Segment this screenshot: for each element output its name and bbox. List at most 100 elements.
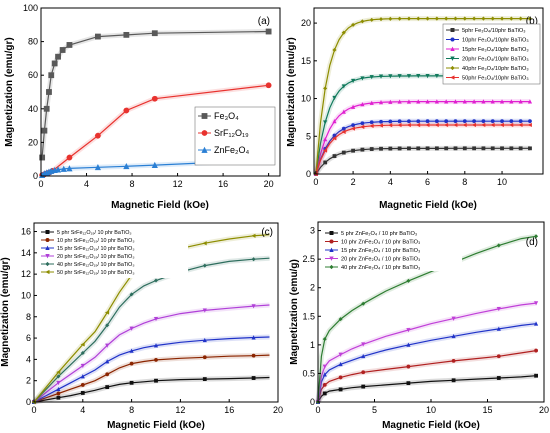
panel-d-x-tick-label-3: 15 <box>482 405 492 415</box>
panel-a-series-0-point-0 <box>39 154 46 161</box>
panel-b-series-2-point-26 <box>434 99 439 104</box>
panel-c-series-0-point-2 <box>56 395 61 400</box>
panel-c-series-2-point-2 <box>56 386 61 392</box>
panel-a-y-tick-label-0: 0 <box>33 171 38 181</box>
panel-c-series-2-point-6 <box>105 359 110 364</box>
panel-b-series-0-point-18 <box>397 146 402 151</box>
panel-b-label: (b) <box>526 16 538 27</box>
panel-d-series-4-point-8 <box>406 278 411 283</box>
panel-d-legend-label-1: 10 phr ZnFe₂O₄ / 10 phr BaTiO₃ <box>341 239 420 245</box>
panel-c-series-3-point-10 <box>153 316 159 322</box>
panel-b-series-5-point-2 <box>322 148 328 153</box>
panel-c-legend: 5 phr SrFe₁₂O₁₉/ 10 phr BaTiO₃ 10 phr SrF… <box>38 226 188 278</box>
panel-b-series-3-point-6 <box>341 84 346 89</box>
panel-a-series-0-point-8 <box>66 42 73 48</box>
panel-b-series-2-point-40 <box>499 99 505 104</box>
panel-b-series-0-point-8 <box>351 148 355 153</box>
panel-b-series-0-point-44 <box>518 146 523 151</box>
panel-b-series-2-point-4 <box>332 119 337 124</box>
panel-d-series-1-point-12 <box>496 354 501 359</box>
panel-c-x-tick-label-0: 0 <box>31 405 36 415</box>
panel-b-series-2-point-18 <box>397 99 402 104</box>
panel-a-series-0-point-12 <box>265 28 272 35</box>
panel-a-series-2-point-6 <box>54 166 62 173</box>
panel-d-series-3-point-14 <box>534 301 539 306</box>
panel-a-series-0-point-5 <box>51 60 58 67</box>
panel-b-series-0-point-10 <box>360 147 365 152</box>
panel-b-series-5-point-14 <box>378 123 383 128</box>
panel-b-series-5-point-4 <box>332 136 337 141</box>
panel-b-series-4-point-38 <box>490 16 495 21</box>
panel-b-series-2-point-34 <box>472 99 477 104</box>
panel-d-series-1-point-4 <box>338 375 343 380</box>
panel-d-x-tick-label-0: 0 <box>315 405 320 415</box>
panel-b-series-1-point-24 <box>425 119 430 124</box>
panel-c-series-1-point-8 <box>129 361 134 366</box>
panel-b-y-tick-label-2: 10 <box>301 94 311 104</box>
panel-c-series-3-point-14 <box>251 304 256 309</box>
panel-b-x-axis-label: Magnetic Field (kOe) <box>379 200 477 211</box>
panel-c-series-4-line <box>33 257 270 403</box>
panel-d-legend-label-4: 40 phr ZnFe₂O₄ / 10 phr BaTiO₃ <box>341 265 420 271</box>
panel-b-y-tick-label-0: 0 <box>306 169 311 179</box>
panel-c-legend-label-1: 10 phr SrFe₁₂O₁₉/ 10 phr BaTiO₃ <box>57 238 135 244</box>
panel-d-legend-marker-4 <box>329 264 334 270</box>
panel-b-series-1-point-46 <box>528 119 532 124</box>
panel-a-y-tick-label-3: 60 <box>28 70 38 80</box>
panel-d-legend: 5 phr ZnFe₂O₄ / 10 phr BaTiO₃ 10 phr ZnFe… <box>322 227 462 271</box>
panel-b-series-4-point-6 <box>341 30 346 35</box>
panel-d-series-0-point-14 <box>534 373 538 378</box>
panel-a-series-0-point-4 <box>48 72 55 79</box>
panel-b-series-2-line <box>315 101 530 175</box>
panel-d-series-2-point-6 <box>361 354 366 359</box>
panel-c-legend-label-4: 40 phr SrFe₁₂O₁₉/ 10 phr BaTiO₃ <box>57 262 135 268</box>
panel-c-series-2-point-14 <box>251 335 256 340</box>
panel-b-series-0-point-36 <box>481 146 486 151</box>
panel-c-series-2-point-10 <box>153 343 159 348</box>
panel-d-series-1-point-2 <box>322 382 327 387</box>
panel-b-series-5-point-18 <box>397 123 402 128</box>
panel-c-y-tick-label-7: 14 <box>21 248 31 258</box>
panel-b-frame <box>313 7 544 175</box>
panel-c-x-tick-label-1: 4 <box>80 405 85 415</box>
panel-a-series-0-point-11 <box>151 30 158 37</box>
panel-d-label: (d) <box>526 237 538 248</box>
panel-b-series-0-point-26 <box>434 146 439 151</box>
panel-a-x-tick-label-4: 16 <box>218 179 228 189</box>
panel-d-series-2-line <box>317 323 537 403</box>
panel-d-series-1-point-14 <box>534 348 538 353</box>
panel-b-y-axis-label: Magnetization (emu/gr) <box>286 37 297 146</box>
panel-d-series-3-point-10 <box>451 316 456 321</box>
panel-c-x-tick-label-4: 16 <box>224 405 234 415</box>
panel-b-y-tick-label-4: 20 <box>301 18 311 28</box>
panel-c-series-0-point-4 <box>80 391 85 395</box>
panel-b-series-5-point-10 <box>360 124 365 129</box>
panel-a-x-axis-label: Magnetic Field (kOe) <box>111 200 209 211</box>
panel-c-series-1-line <box>33 354 270 403</box>
panel-a-legend-box <box>194 106 276 166</box>
panel-a-marks <box>39 28 272 179</box>
panel-b-series-2-point-44 <box>518 99 523 104</box>
panel-d-series-1-point-8 <box>406 364 411 369</box>
panel-c-series-3-point-4 <box>80 363 85 369</box>
panel-a-x-tick-label-2: 8 <box>130 179 135 189</box>
panel-b-x-tick-label-5: 10 <box>497 177 507 187</box>
panel-d-series-4-line <box>317 235 537 403</box>
panel-b-series-0-point-24 <box>425 146 430 151</box>
panel-b-series-1-point-28 <box>444 119 449 124</box>
panel-b-series-4-point-12 <box>369 17 374 22</box>
panel-b-series-1-point-8 <box>351 123 355 128</box>
panel-d-y-tick-label-3: 1.5 <box>302 311 315 321</box>
panel-c-series-4-point-8 <box>129 292 134 297</box>
panel-b-series-4-point-10 <box>360 19 365 24</box>
panel-c-legend-marker-1 <box>45 238 50 243</box>
panel-a-series-2-point-8 <box>66 165 73 172</box>
panel-a-series-0-point-6 <box>55 53 61 60</box>
panel-a-legend-marker-0 <box>201 113 208 119</box>
panel-c-series-4-point-14 <box>251 257 256 262</box>
panel-b-series-4-point-46 <box>527 16 532 21</box>
panel-b-series-5-point-42 <box>509 122 514 128</box>
panel-b-series-5-point-46 <box>527 122 532 128</box>
panel-b-marks <box>313 16 533 177</box>
panel-d-legend-box <box>322 227 462 271</box>
